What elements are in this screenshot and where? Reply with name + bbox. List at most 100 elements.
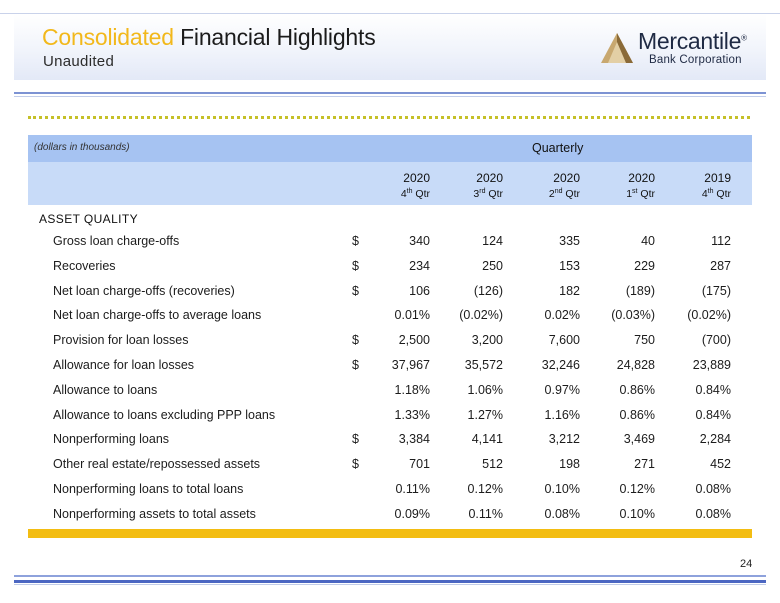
- table-cell: 1.16%: [544, 407, 580, 422]
- table-cell: 1.33%: [394, 407, 430, 422]
- quarter-suffix: Qtr: [562, 188, 580, 200]
- quarter-number: 4: [400, 188, 407, 200]
- column-year: 2020: [476, 171, 503, 185]
- currency-symbol: $: [352, 358, 359, 372]
- table-cell: 2,500: [398, 333, 430, 348]
- table-cell: 0.10%: [544, 482, 580, 496]
- table-row: Net loan charge-offs to average loans 0.0…: [28, 305, 752, 329]
- table-cell: 23,889: [692, 358, 731, 372]
- currency-symbol: $: [352, 457, 359, 472]
- table-cell: 0.10%: [619, 506, 655, 521]
- table-row: Allowance to loans 1.18% 1.06% 0.97% 0.86% 0.…: [28, 380, 752, 404]
- company-logo: Mercantile® Bank Corporation: [600, 28, 770, 70]
- footer-rule-thick: [14, 580, 766, 583]
- section-title: ASSET QUALITY: [39, 212, 139, 226]
- table-cell: 0.86%: [619, 407, 655, 422]
- table-cell: 182: [559, 283, 580, 298]
- footer-rule-thin: [14, 575, 766, 577]
- units-note: (dollars in thousands): [34, 142, 130, 153]
- row-label: Nonperforming loans to total loans: [53, 482, 244, 496]
- row-label: Allowance to loans excluding PPP loans: [53, 407, 276, 422]
- table-cell: 0.97%: [544, 382, 580, 397]
- quarter-number: 1: [626, 188, 633, 200]
- table-cell: (175): [701, 283, 731, 298]
- table-cell: 3,212: [548, 432, 580, 447]
- quarterly-header: Quarterly: [532, 141, 584, 155]
- table-cell: 0.09%: [394, 506, 430, 521]
- table-cell: (0.02%): [459, 308, 503, 323]
- table-cell: 335: [559, 234, 580, 248]
- table-cell: (700): [701, 333, 731, 348]
- table-cell: 250: [482, 258, 503, 273]
- dotted-divider: [28, 116, 750, 119]
- column-header: 2020 4th Qtr: [370, 171, 430, 201]
- currency-symbol: $: [352, 283, 359, 298]
- table-cell: 0.11%: [468, 506, 503, 521]
- quarter-ordinal: rd: [479, 188, 486, 195]
- row-label: Other real estate/repossessed assets: [53, 457, 261, 472]
- quarter-suffix: Qtr: [485, 188, 503, 200]
- column-quarter: 1st Qtr: [595, 185, 655, 201]
- table-cell: (0.02%): [687, 308, 731, 323]
- table-cell: (126): [473, 283, 503, 298]
- table-cell: 287: [710, 258, 731, 273]
- table-cell: 37,967: [391, 358, 430, 372]
- table-cell: 2,284: [699, 432, 731, 447]
- table-cell: 0.12%: [619, 482, 655, 496]
- table-row: Net loan charge-offs (recoveries) $106 (12…: [28, 281, 752, 305]
- table-cell: 340: [409, 234, 430, 248]
- table-cell: (0.03%): [611, 308, 655, 323]
- quarter-suffix: Qtr: [637, 188, 655, 200]
- row-label: Gross loan charge-offs: [53, 234, 180, 248]
- table-cell: 452: [710, 457, 731, 472]
- column-year: 2020: [553, 171, 580, 185]
- title-rest: Financial Highlights: [173, 24, 376, 50]
- page-number: 24: [740, 558, 753, 570]
- column-header: 2019 4th Qtr: [671, 171, 731, 201]
- table-cell: 0.86%: [619, 382, 655, 397]
- column-quarter: 4th Qtr: [370, 185, 430, 201]
- currency-symbol: $: [352, 333, 359, 348]
- table-cell: 106: [409, 283, 430, 298]
- table-subheader-band: [28, 162, 752, 205]
- column-header: 2020 2nd Qtr: [520, 171, 580, 201]
- triangle-mountain-icon: [601, 33, 633, 63]
- column-header: 2020 1st Qtr: [595, 171, 655, 201]
- logo-registered: ®: [741, 33, 747, 43]
- table-cell: 198: [559, 457, 580, 472]
- table-cell: 701: [409, 457, 430, 472]
- table-cell: 112: [711, 234, 731, 248]
- column-quarter: 4th Qtr: [671, 185, 731, 201]
- row-label: Net loan charge-offs (recoveries): [53, 283, 235, 298]
- logo-subtitle: Bank Corporation: [649, 54, 742, 66]
- row-label: Allowance for loan losses: [53, 358, 195, 372]
- currency-symbol: $: [352, 234, 359, 248]
- header-band: [14, 14, 766, 80]
- table-cell: 3,384: [398, 432, 430, 447]
- table-cell: 1.18%: [394, 382, 430, 397]
- column-quarter: 3rd Qtr: [443, 185, 503, 201]
- quarter-number: 2: [548, 188, 555, 200]
- row-label: Provision for loan losses: [53, 333, 189, 348]
- table-cell: 229: [634, 258, 655, 273]
- table-cell: 40: [641, 234, 655, 248]
- page-title: Consolidated Financial Highlights: [42, 24, 376, 51]
- table-cell: 7,600: [548, 333, 580, 348]
- row-label: Nonperforming assets to total assets: [53, 506, 256, 521]
- table-cell: 0.84%: [695, 382, 731, 397]
- table-cell: 124: [482, 234, 503, 248]
- table-cell: 24,828: [616, 358, 655, 372]
- table-cell: 0.08%: [695, 506, 731, 521]
- table-footer-bar: [28, 529, 752, 538]
- table-cell: 153: [559, 258, 580, 273]
- logo-name-text: Mercantile: [638, 28, 742, 54]
- quarter-ordinal: th: [406, 188, 413, 195]
- row-label: Nonperforming loans: [53, 432, 170, 447]
- row-label: Recoveries: [53, 258, 116, 273]
- table-cell: 3,200: [471, 333, 503, 348]
- table-cell: 0.02%: [544, 308, 580, 323]
- table-cell: 0.08%: [695, 482, 731, 496]
- table-cell: (189): [625, 283, 655, 298]
- table-cell: 32,246: [541, 358, 580, 372]
- page-subtitle: Unaudited: [43, 53, 115, 70]
